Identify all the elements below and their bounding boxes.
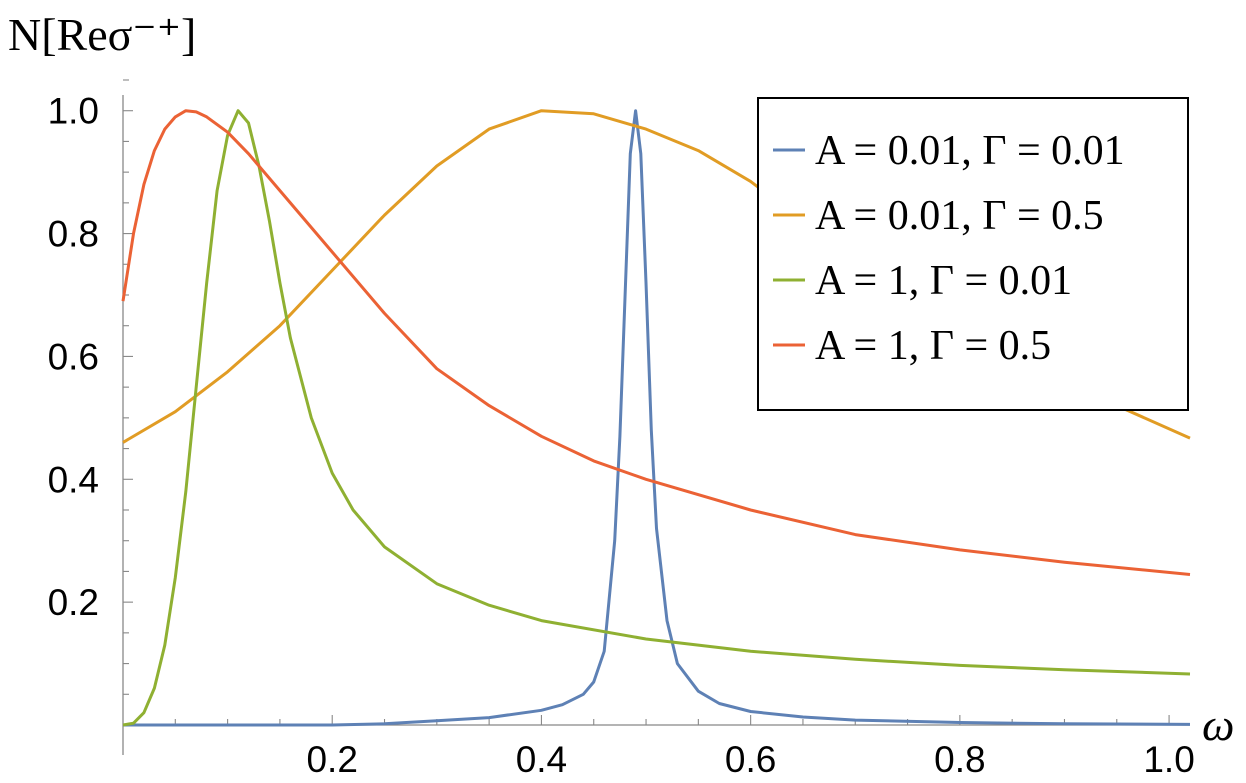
- y-tick-label: 0.2: [48, 582, 99, 623]
- y-tick-label: 0.4: [48, 459, 99, 500]
- y-axis-title: N[Reσ⁻⁺]: [8, 9, 196, 60]
- x-tick-label: 0.6: [725, 739, 776, 780]
- legend-box: [757, 97, 1189, 411]
- x-tick-label: 0.8: [934, 739, 985, 780]
- axes: 0.2 0.4 0.6 0.8 1.0 0.2 0.4 0.6 0.8 1.0: [48, 79, 1195, 780]
- legend-label: A = 0.01, Γ = 0.5: [815, 193, 1104, 239]
- series-line-3: [122, 109, 1191, 727]
- y-tick-label: 0.8: [48, 214, 99, 255]
- y-tick-label: 0.6: [48, 336, 99, 377]
- legend-label: A = 1, Γ = 0.01: [815, 258, 1072, 304]
- x-tick-label: 0.2: [306, 739, 357, 780]
- x-tick-label: 0.4: [516, 739, 567, 780]
- x-axis-title: ω: [1202, 699, 1234, 750]
- y-tick-label: 1.0: [48, 91, 99, 132]
- legend: A = 0.01, Γ = 0.01 A = 0.01, Γ = 0.5 A = 1…: [757, 97, 1189, 411]
- series-line-4: [121, 109, 1191, 576]
- x-tick-label: 1.0: [1143, 739, 1194, 780]
- series-line-1: [123, 109, 1191, 727]
- legend-label: A = 0.01, Γ = 0.01: [815, 128, 1125, 174]
- legend-label: A = 1, Γ = 0.5: [815, 323, 1051, 369]
